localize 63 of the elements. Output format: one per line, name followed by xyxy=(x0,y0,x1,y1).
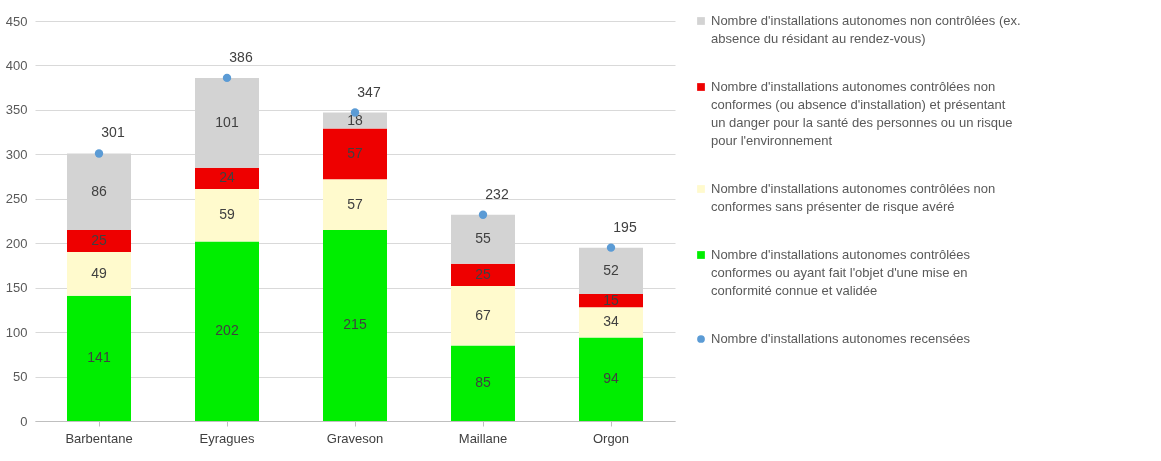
y-tick-label: 350 xyxy=(5,102,28,118)
data-label: 67 xyxy=(475,306,491,323)
data-label: 232 xyxy=(485,185,509,202)
bar xyxy=(451,345,515,421)
data-label: 202 xyxy=(215,322,239,339)
y-tick-label: 100 xyxy=(5,324,28,340)
legend-label: Nombre d'installations autonomes recensées xyxy=(711,331,971,346)
point xyxy=(94,149,104,158)
y-tick-label: 250 xyxy=(5,191,28,207)
x-tick-label: Eyragues xyxy=(199,430,255,446)
y-tick-label: 150 xyxy=(5,280,28,296)
data-label: 86 xyxy=(91,182,107,199)
bar xyxy=(579,337,643,421)
data-label: 215 xyxy=(343,316,367,333)
data-label: 59 xyxy=(219,206,235,223)
data-label: 301 xyxy=(101,124,125,141)
bar xyxy=(323,128,387,180)
x-tick-label: Barbentane xyxy=(65,430,133,446)
bar xyxy=(451,263,515,286)
point xyxy=(478,210,488,219)
data-label: 18 xyxy=(347,111,363,128)
data-label: 386 xyxy=(229,48,253,65)
data-label: 141 xyxy=(87,349,111,366)
bar xyxy=(195,189,259,242)
x-tick-label: Maillane xyxy=(458,430,508,446)
point xyxy=(222,73,232,83)
bar xyxy=(67,229,131,253)
data-label: 55 xyxy=(475,230,491,247)
y-tick-label: 300 xyxy=(5,146,28,162)
y-tick-label: 450 xyxy=(5,13,28,29)
legend-label: Nombre d'installations autonomes contrôlées non conformes sans présenter de risque avéré xyxy=(711,181,996,214)
x-tick-label: Graveson xyxy=(326,430,384,446)
y-tick-label: 400 xyxy=(5,57,28,73)
data-label: 101 xyxy=(215,113,239,130)
legend-label: Nombre d'installations autonomes contrôlées conformes ou ayant fait l'objet d'une mise en conformité connue et validée xyxy=(711,247,971,298)
legend-label: Nombre d'installations autonomes contrôlées non conformes (ou absence d'installation) et présentant un danger pour la santé des personnes ou un risque pour l'environnement xyxy=(711,79,1013,148)
x-tick-label: Orgon xyxy=(592,430,630,446)
bar xyxy=(323,229,387,421)
bar xyxy=(451,285,515,346)
data-label: 85 xyxy=(475,374,491,391)
data-label: 195 xyxy=(613,218,637,235)
data-label: 57 xyxy=(347,144,363,161)
y-tick-label: 50 xyxy=(13,369,28,385)
data-label: 25 xyxy=(475,265,491,282)
data-label: 57 xyxy=(347,195,363,212)
data-label: 34 xyxy=(603,313,619,330)
data-label: 24 xyxy=(219,169,235,186)
y-tick-label: 0 xyxy=(20,413,28,429)
bar xyxy=(579,307,643,338)
bar xyxy=(67,252,131,296)
bar xyxy=(323,179,387,230)
y-tick-label: 200 xyxy=(5,235,28,251)
legend-label: Nombre d'installations autonomes non contrôlées (ex. absence du résidant au rendez-vous) xyxy=(711,13,1021,46)
data-label: 52 xyxy=(603,261,619,278)
data-label: 15 xyxy=(603,291,619,308)
point xyxy=(606,243,616,252)
data-label: 94 xyxy=(603,370,619,387)
data-label: 49 xyxy=(91,264,107,281)
bar xyxy=(195,167,259,189)
bar xyxy=(195,241,259,421)
data-label: 347 xyxy=(357,83,381,100)
bar xyxy=(67,295,131,421)
data-label: 25 xyxy=(91,232,107,248)
